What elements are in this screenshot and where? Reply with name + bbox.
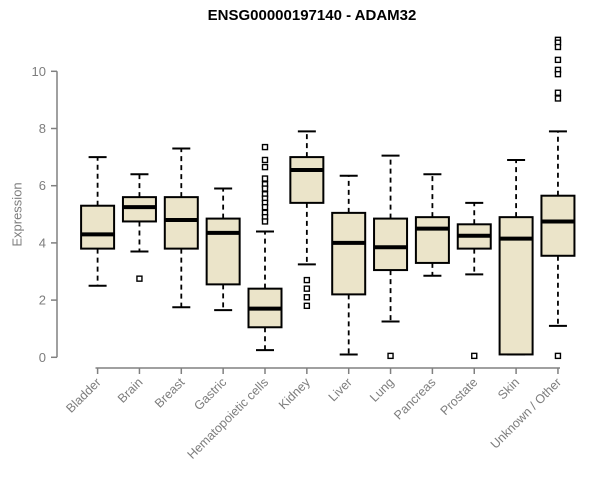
box-gastric xyxy=(205,217,241,286)
y-tick-label: 10 xyxy=(32,64,46,79)
x-tick-label-lung: Lung xyxy=(367,375,397,405)
outlier-kidney xyxy=(303,285,311,292)
x-tick-label-kidney: Kidney xyxy=(276,375,313,412)
outlier-unknown-other xyxy=(554,70,562,78)
outlier-kidney xyxy=(303,276,311,284)
x-tick-label-hematopoietic-cells: Hematopoietic cells xyxy=(185,375,272,462)
outlier-brain xyxy=(136,275,143,282)
box-brain xyxy=(121,196,157,223)
x-tick-label-pancreas: Pancreas xyxy=(391,375,438,422)
y-tick-label: 0 xyxy=(39,350,46,365)
outlier-unknown-other xyxy=(554,56,562,64)
outlier-hematopoietic-cells xyxy=(261,175,269,182)
box-unknown-other xyxy=(540,194,576,257)
outlier-hematopoietic-cells xyxy=(261,156,269,164)
x-tick-label-liver: Liver xyxy=(326,375,355,404)
x-tick-label-bladder: Bladder xyxy=(63,375,103,415)
box-lung xyxy=(373,217,409,272)
y-tick-label: 8 xyxy=(39,121,46,136)
x-tick-label-skin: Skin xyxy=(495,375,522,402)
x-tick-label-unknown-other: Unknown / Other xyxy=(488,375,564,451)
x-tick-label-prostate: Prostate xyxy=(438,375,481,418)
x-tick-label-brain: Brain xyxy=(115,375,146,406)
x-tick-label-gastric: Gastric xyxy=(191,375,229,413)
outlier-hematopoietic-cells xyxy=(261,143,269,151)
y-tick-label: 2 xyxy=(39,293,46,308)
outlier-unknown-other xyxy=(554,352,562,360)
chart-title: ENSG00000197140 - ADAM32 xyxy=(207,7,417,24)
outlier-hematopoietic-cells xyxy=(261,218,269,225)
box-bladder xyxy=(80,204,116,250)
box-breast xyxy=(163,196,199,250)
outlier-unknown-other xyxy=(554,95,562,102)
x-tick-label-breast: Breast xyxy=(152,375,188,411)
outlier-hematopoietic-cells xyxy=(261,163,269,171)
box-kidney xyxy=(289,156,325,204)
box-pancreas xyxy=(414,216,450,264)
outlier-kidney xyxy=(303,294,311,301)
outlier-unknown-other xyxy=(554,43,562,51)
outlier-kidney xyxy=(303,302,311,310)
outlier-prostate xyxy=(471,352,478,360)
outlier-hematopoietic-cells xyxy=(261,203,269,211)
y-tick-label: 4 xyxy=(39,235,46,250)
box-liver xyxy=(331,211,367,296)
y-tick-label: 6 xyxy=(39,178,46,193)
outlier-lung xyxy=(387,352,394,360)
outlier-hematopoietic-cells xyxy=(261,185,269,192)
outlier-unknown-other xyxy=(554,89,562,96)
